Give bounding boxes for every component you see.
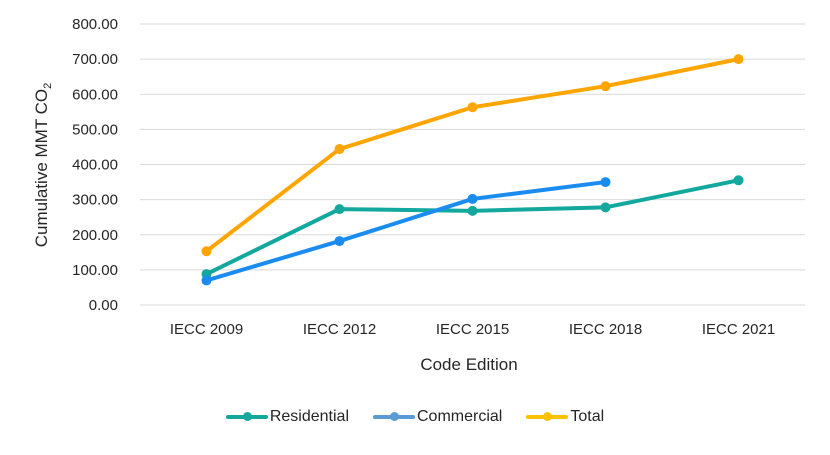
data-point [334,204,345,215]
data-point [733,54,744,65]
data-point [334,144,345,155]
y-axis-title-subscript: 2 [42,83,54,89]
y-tick-label: 600.00 [72,86,118,103]
x-tick-label: IECC 2012 [303,321,376,338]
data-point [201,275,212,286]
legend: Residential Commercial Total [0,408,830,426]
data-point [201,246,212,257]
data-point [600,202,611,213]
series-commercial [201,177,611,286]
series-line [204,180,608,283]
data-point [600,81,611,92]
gridlines [140,23,805,306]
series-group [201,54,744,286]
legend-label: Residential [269,408,349,425]
legend-label: Total [570,408,605,425]
data-point [600,177,611,188]
series-line [204,57,741,254]
line-chart: 0.00 100.00 200.00 300.00 400.00 500.00 600.00… [32,16,805,374]
x-tick-label: IECC 2009 [170,321,243,338]
x-tick-label: IECC 2015 [436,321,509,338]
y-axis-title: Cumulative MMT CO2 [32,83,54,248]
legend-line-marker-icon [373,412,415,421]
data-point [334,236,345,247]
y-tick-label: 700.00 [72,51,118,68]
y-axis-title-main: Cumulative MMT CO [32,89,51,247]
data-point [467,193,478,204]
y-tick-label: 400.00 [72,157,118,174]
y-tick-label: 800.00 [72,16,118,33]
legend-line-marker-icon [526,412,569,421]
y-axis-ticks: 0.00 100.00 200.00 300.00 400.00 500.00 600.00… [72,16,118,314]
data-point [467,205,478,216]
x-tick-label: IECC 2018 [569,321,642,338]
series-total [201,54,744,257]
legend-line-marker-icon [225,412,268,421]
legend-item-total: Total [526,408,604,426]
legend-label: Commercial [417,408,503,425]
x-tick-label: IECC 2021 [702,321,775,338]
y-tick-label: 100.00 [72,262,118,279]
data-point [733,175,744,186]
x-axis-ticks: IECC 2009 IECC 2012 IECC 2015 IECC 2018 IECC… [170,321,775,338]
y-tick-label: 200.00 [72,227,118,244]
legend-item-residential: Residential [225,408,349,426]
x-axis-title: Code Edition [420,355,517,374]
data-point [467,102,478,113]
y-tick-label: 500.00 [72,121,118,138]
y-tick-label: 0.00 [89,297,118,314]
y-tick-label: 300.00 [72,192,118,209]
legend-item-commercial: Commercial [373,408,502,426]
